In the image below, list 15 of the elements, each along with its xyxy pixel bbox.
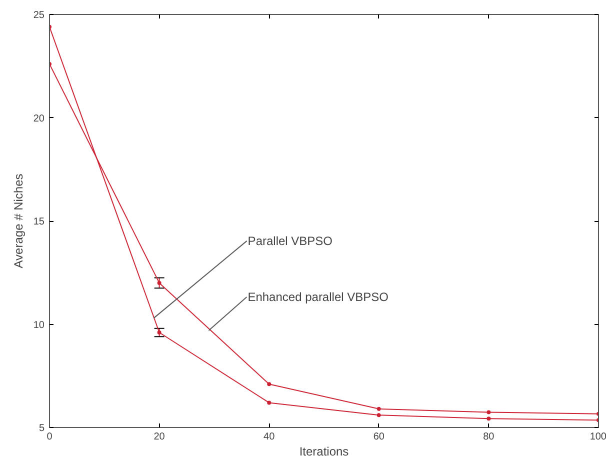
y-tick-label: 5 bbox=[38, 423, 45, 434]
y-tick-label: 10 bbox=[33, 320, 45, 331]
x-tick-label: 60 bbox=[373, 432, 385, 442]
annotation: Enhanced parallel VBPSO bbox=[248, 290, 388, 304]
y-tick-label: 15 bbox=[33, 216, 45, 228]
x-tick-label: 80 bbox=[483, 432, 495, 442]
y-tick-label: 20 bbox=[33, 113, 45, 124]
x-tick-label: 0 bbox=[46, 432, 53, 442]
y-tick-label: 25 bbox=[33, 10, 45, 21]
x-tick-label: 100 bbox=[590, 432, 606, 442]
y-axis-title: Average # Niches bbox=[11, 174, 26, 268]
x-tick-label: 40 bbox=[264, 432, 276, 442]
x-axis-title: Iterations bbox=[299, 444, 349, 458]
x-tick-label: 20 bbox=[154, 432, 166, 442]
annotation: Parallel VBPSO bbox=[248, 234, 333, 248]
